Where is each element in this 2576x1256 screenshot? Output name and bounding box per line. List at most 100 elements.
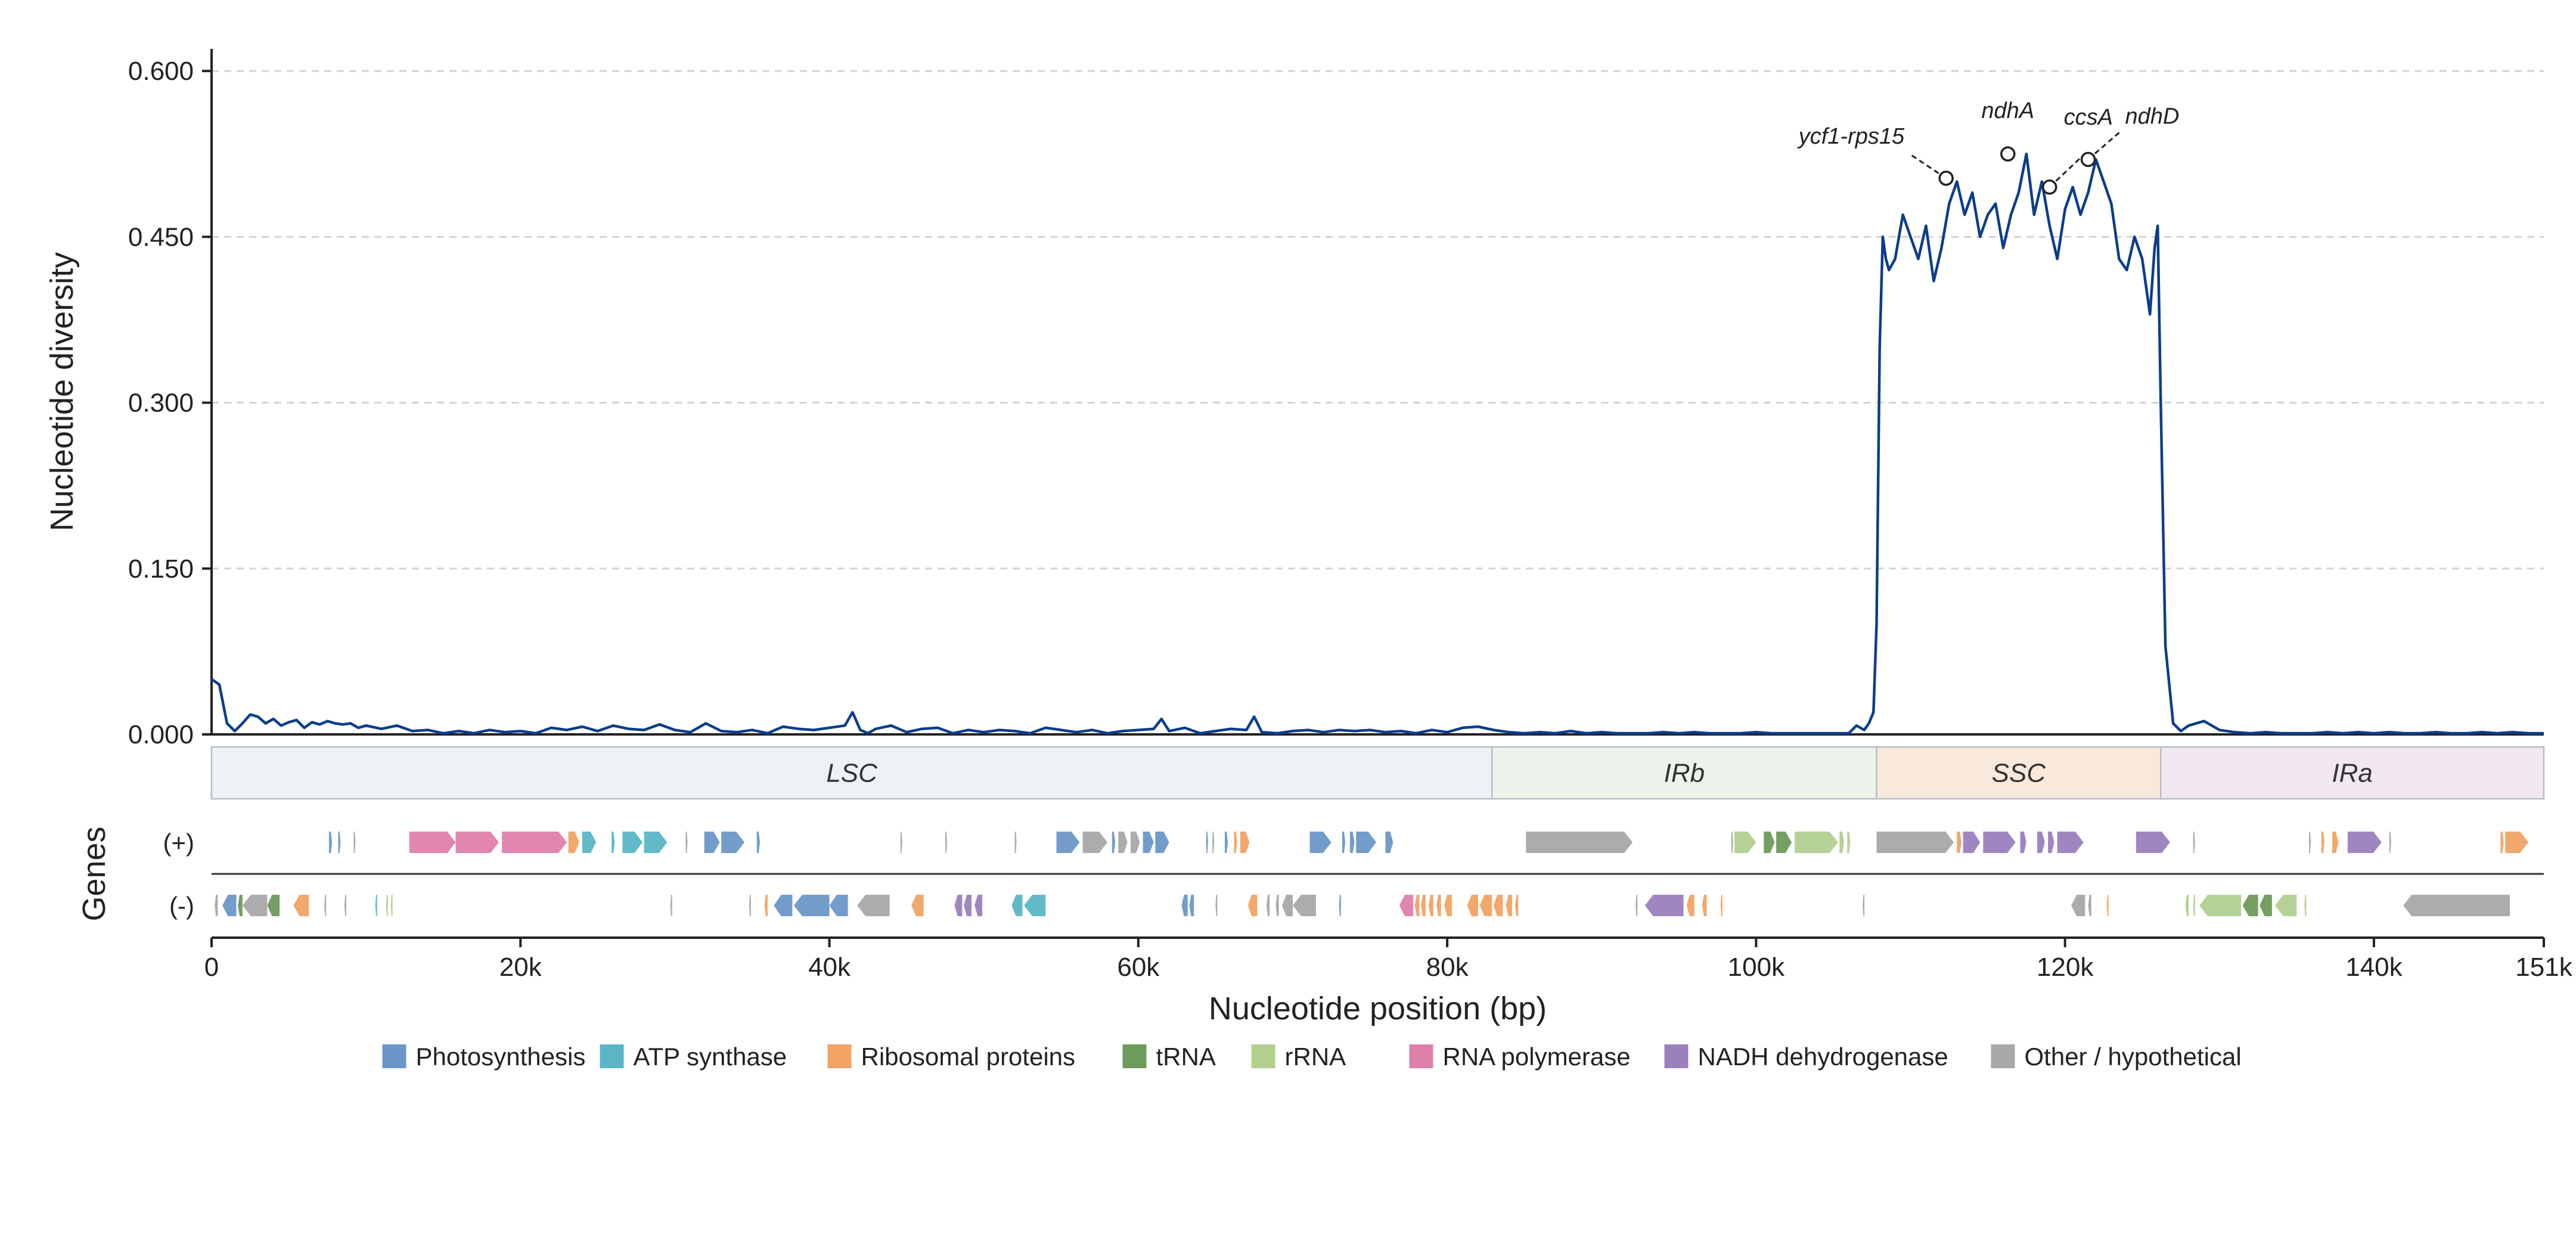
x-tick-label: 100k [1728,953,1785,982]
gene-arrow-minus [829,895,848,916]
legend-item-rnapol: RNA polymerase [1409,1043,1631,1071]
legend-swatch [382,1044,406,1068]
gene-arrow-plus [1963,832,1981,853]
gene-arrow-plus [2136,832,2170,853]
legend-item-trna: tRNA [1122,1043,1216,1071]
gene-arrow-minus [793,895,830,916]
y-tick-label: 0.000 [128,720,194,749]
legend-item-ndh: NADH dehydrogenase [1664,1043,1948,1071]
x-axis-title: Nucleotide position (bp) [1209,991,1547,1026]
gene-arrow-plus [2057,832,2084,853]
gene-arrow-minus [764,895,768,916]
legend-label: rRNA [1285,1043,1346,1071]
legend-swatch [600,1044,624,1068]
gene-arrow-plus [1734,832,1756,853]
gene-arrow-plus [1983,832,2016,853]
gene-arrow-plus [622,832,643,853]
gene-arrow-plus [1349,832,1355,853]
gene-arrow-minus [222,895,237,916]
gene-arrow-minus [670,895,672,916]
gene-arrow-minus [1444,895,1452,916]
gene-arrow-plus [2347,832,2382,853]
gene-arrow-minus [1515,895,1519,916]
gene-arrow-plus [1014,832,1017,853]
region-label: IRa [2332,759,2372,788]
gene-arrow-plus [1206,832,1208,853]
gene-arrow-plus [1731,832,1733,853]
strand-label-plus: (+) [163,829,195,857]
legend-label: Other / hypothetical [2025,1043,2242,1071]
gene-arrow-minus [2403,895,2510,916]
annotation-leader [1910,153,1947,179]
legend-label: Photosynthesis [416,1043,586,1071]
gene-arrow-plus [1082,832,1108,853]
gene-arrow-plus [1118,832,1128,853]
legend-item-photosynthesis: Photosynthesis [382,1043,586,1071]
gene-arrow-plus [1847,832,1851,853]
gene-arrow-minus [749,895,751,916]
gene-arrow-minus [390,895,393,916]
gene-arrow-minus [1414,895,1420,916]
gene-arrow-plus [409,832,456,853]
gene-arrow-plus [1526,832,1633,853]
x-tick-label: 151k [2515,953,2572,982]
annotation-label: ccsA [2064,105,2113,130]
gene-arrow-plus [2309,832,2311,853]
gene-arrow-plus [1356,832,1376,853]
gene-arrow-plus [1876,832,1954,853]
gene-arrow-minus [238,895,243,916]
legend-swatch [1991,1044,2015,1068]
gene-arrow-plus [568,832,579,853]
gene-arrow-minus [1863,895,1865,916]
legend-swatch [1122,1044,1147,1068]
gene-arrow-plus [1234,832,1237,853]
annotation-label: ycf1-rps15 [1797,124,1905,149]
gene-arrow-plus [1776,832,1792,853]
gene-arrow-plus [2037,832,2045,853]
gene-arrow-minus [974,895,983,916]
legend-item-other: Other / hypothetical [1991,1043,2242,1071]
gene-arrow-plus [1212,832,1215,853]
legend-label: tRNA [1156,1043,1216,1071]
gene-arrow-minus [1702,895,1707,916]
gene-arrow-minus [1247,895,1258,916]
gene-arrow-plus [1385,832,1393,853]
gene-arrow-plus [1240,832,1250,853]
gene-arrow-minus [2193,895,2195,916]
gene-arrow-minus [1189,895,1194,916]
gene-arrow-minus [215,895,218,916]
y-axis-title: Nucleotide diversity [44,252,80,531]
region-label: IRb [1664,759,1705,788]
gene-arrow-plus [1342,832,1346,853]
diversity-line [210,152,2544,735]
gene-arrow-minus [324,895,327,916]
gene-arrow-plus [2020,832,2026,853]
region-block [1491,746,1877,800]
gene-arrow-minus [1266,895,1270,916]
annotation-marker [2080,151,2096,168]
legend-swatch [1409,1044,1433,1068]
gene-arrow-minus [1215,895,1218,916]
gene-arrow-plus [2321,832,2325,853]
gene-arrow-minus [2199,895,2242,916]
legend-swatch [1251,1044,1275,1068]
x-tick-label: 140k [2345,953,2403,982]
annotation-leader [2087,132,2120,160]
gene-arrow-minus [375,895,377,916]
region-block [2160,746,2545,800]
gene-arrow-minus [1275,895,1279,916]
gene-arrow-minus [1421,895,1426,916]
annotation-leader [2049,155,2083,188]
gene-arrow-minus [1399,895,1414,916]
gene-arrow-minus [911,895,924,916]
gene-arrow-minus [1720,895,1722,916]
region-block [1876,746,2162,800]
gene-arrow-minus [2275,895,2297,916]
gene-arrow-minus [1467,895,1478,916]
annotation-marker [2000,146,2016,162]
legend-item-ribosomal: Ribosomal proteins [827,1043,1075,1071]
gene-arrow-minus [386,895,388,916]
gene-arrow-minus [2260,895,2272,916]
gene-arrow-plus [1143,832,1154,853]
